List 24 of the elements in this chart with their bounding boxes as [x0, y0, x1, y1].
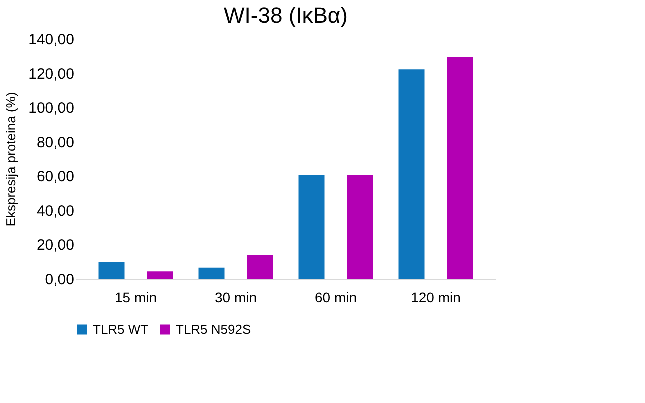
y-tick-label: 80,00: [36, 134, 74, 152]
chart-title: WI-38 (IκBα): [224, 3, 348, 28]
x-tick-label: 120 min: [411, 290, 461, 306]
bar: [298, 175, 325, 279]
y-axis-title: Ekspresija proteina (%): [4, 92, 19, 227]
bar: [447, 57, 474, 279]
x-tick-label: 30 min: [214, 290, 258, 306]
y-tick-label: 20,00: [36, 237, 74, 254]
y-tick-label: 120,00: [28, 66, 74, 83]
y-tick-label: 140,00: [28, 32, 74, 48]
bar: [98, 262, 125, 279]
x-tick-label: 60 min: [314, 290, 358, 306]
y-tick-label: 100,00: [28, 100, 74, 118]
y-tick-label: 40,00: [36, 202, 74, 220]
bar: [347, 175, 374, 279]
y-tick-label: 0,00: [45, 272, 74, 288]
legend-label: TLR5 WT: [93, 322, 149, 337]
y-tick-label: 60,00: [36, 168, 74, 186]
legend-label: TLR5 N592S: [176, 322, 252, 337]
x-tick-label: 15 min: [114, 290, 158, 306]
bar: [247, 255, 274, 279]
bar: [398, 70, 425, 279]
bar: [147, 272, 174, 279]
bar: [198, 268, 225, 279]
